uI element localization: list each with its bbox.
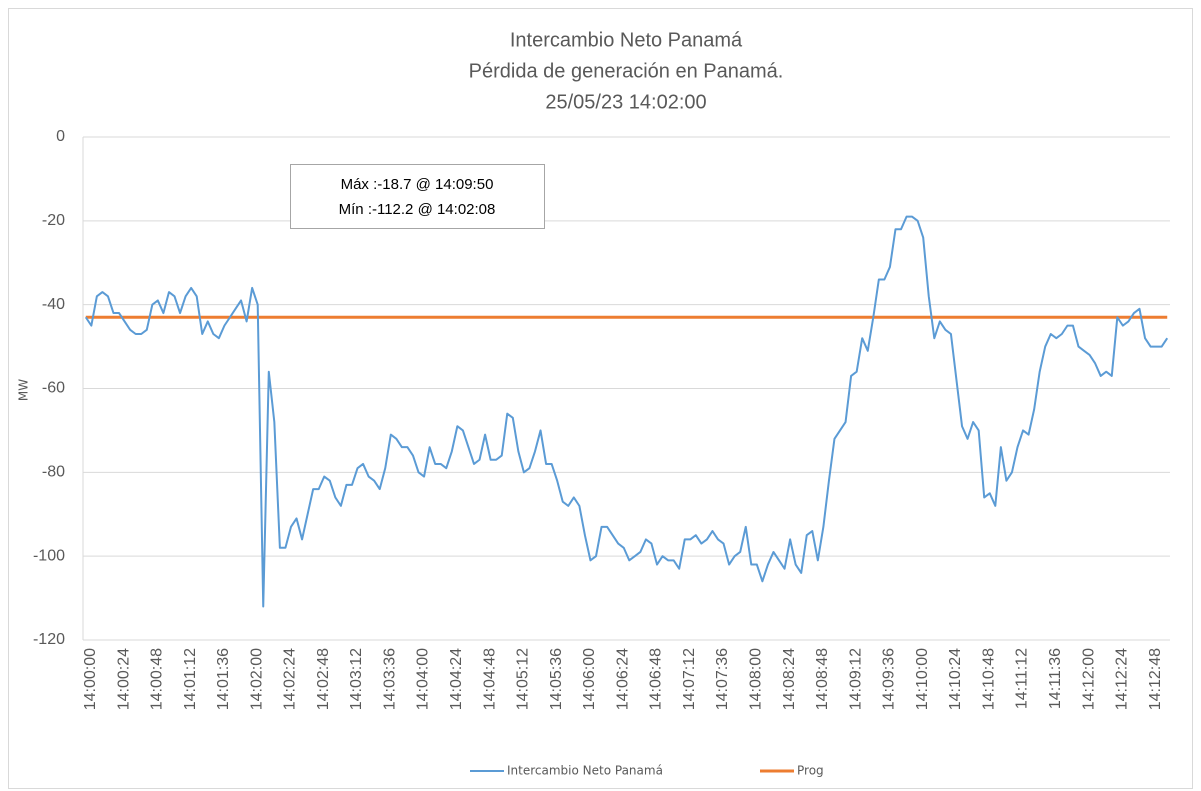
x-tick-label: 14:06:24 [614,648,631,710]
x-tick-label: 14:09:36 [881,648,898,710]
x-tick-label: 14:08:00 [748,648,765,710]
x-tick-label: 14:05:12 [515,648,532,710]
y-tick-label: -120 [33,631,65,648]
x-tick-label: 14:06:48 [648,648,665,710]
annotation-box [290,164,545,229]
x-tick-label: 14:10:00 [914,648,931,710]
x-tick-label: 14:03:12 [348,648,365,710]
chart-title: Intercambio Neto Panamá [510,29,743,51]
chart-frame [8,8,1193,789]
annotation: Mín :-112.2 @ 14:02:08 [339,201,496,218]
x-tick-label: 14:04:48 [481,648,498,710]
legend-label: Intercambio Neto Panamá [507,764,663,778]
y-tick-label: 0 [56,128,65,145]
y-tick-label: -20 [42,212,65,229]
x-tick-label: 14:12:48 [1147,648,1164,710]
x-tick-label: 14:08:48 [814,648,831,710]
x-tick-label: 14:03:36 [381,648,398,710]
x-tick-label: 14:11:12 [1014,648,1031,709]
x-tick-label: 14:04:00 [415,648,432,710]
x-tick-label: 14:06:00 [581,648,598,710]
x-tick-label: 14:00:24 [115,648,132,710]
x-tick-label: 14:12:00 [1080,648,1097,710]
x-tick-label: 14:07:12 [681,648,698,710]
x-tick-label: 14:02:48 [315,648,332,710]
legend-label: Prog [797,764,824,778]
x-tick-label: 14:08:24 [781,648,798,710]
y-tick-label: -100 [33,547,65,564]
chart-subtitle: Pérdida de generación en Panamá. [469,60,784,82]
chart-date: 25/05/23 14:02:00 [545,91,706,113]
y-tick-label: -60 [42,380,65,397]
grid: 0 -20 -40 -60 -80 -100 -120 14:00:00 14:00:24 14:… [33,128,1170,710]
x-tick-label: 14:02:24 [282,648,299,710]
x-tick-label: 14:12:24 [1114,648,1131,710]
x-tick-label: 14:09:12 [847,648,864,710]
y-tick-label: -40 [42,296,65,313]
x-tick-label: 14:00:00 [82,648,99,710]
series-line [84,215,1169,608]
annotation: Máx :-18.7 @ 14:09:50 [341,176,494,193]
x-tick-label: 14:04:24 [448,648,465,710]
x-tick-label: 14:01:12 [182,648,199,710]
legend: Intercambio Neto Panamá Prog [470,764,824,778]
x-tick-label: 14:05:36 [548,648,565,710]
x-tick-label: 14:00:48 [149,648,166,710]
x-tick-label: 14:10:24 [947,648,964,710]
x-tick-label: 14:11:36 [1047,648,1064,709]
x-tick-label: 14:02:00 [248,648,265,710]
y-axis-label: MW [17,379,31,401]
x-tick-label: 14:10:48 [980,648,997,710]
x-tick-label: 14:07:36 [714,648,731,710]
x-tick-label: 14:01:36 [215,648,232,710]
marks [84,215,1169,608]
y-tick-label: -80 [42,464,65,481]
